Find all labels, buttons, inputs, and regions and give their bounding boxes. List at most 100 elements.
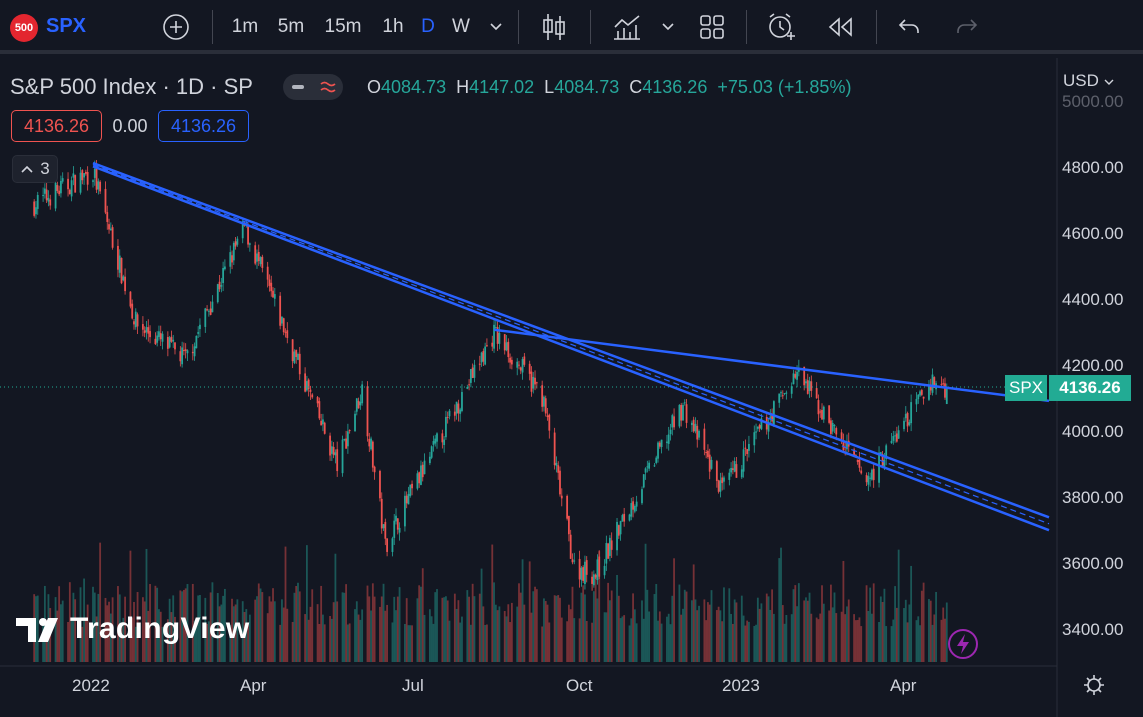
layout-button[interactable] [696, 8, 728, 46]
candle-body [348, 430, 351, 432]
volume-bar [596, 598, 599, 662]
candle-body [865, 475, 868, 483]
volume-bar [191, 583, 194, 662]
candle-body [72, 173, 75, 178]
volume-bar [405, 598, 408, 662]
volume-bar [535, 589, 538, 662]
candle-body [617, 525, 620, 536]
candle-body [846, 441, 848, 450]
replay-button[interactable] [822, 8, 858, 46]
volume-bar [469, 624, 472, 662]
candle-body [944, 383, 946, 398]
candle-body [821, 409, 823, 420]
currency-selector[interactable]: USD [1063, 71, 1114, 91]
volume-bar [557, 595, 560, 662]
interval-W[interactable]: W [452, 16, 470, 37]
compare-add-button[interactable] [158, 8, 194, 46]
candle-body [330, 446, 333, 454]
volume-bar [329, 615, 331, 662]
candle-body [416, 473, 419, 489]
volume-bar [610, 590, 613, 662]
collapse-indicators-button[interactable]: 3 [12, 155, 58, 183]
redo-button[interactable] [952, 8, 982, 46]
volume-bar [748, 621, 750, 662]
volume-bar [642, 618, 645, 662]
trendline-lower-channel[interactable] [92, 165, 1050, 532]
volume-bar [361, 609, 364, 662]
volume-bar [161, 626, 164, 662]
candle-body [541, 385, 544, 407]
candle-body [810, 381, 813, 391]
interval-D[interactable]: D [421, 16, 435, 37]
legend-title[interactable]: S&P 500 Index · 1D · SP [10, 74, 253, 99]
volume-bar [159, 611, 162, 662]
legend-toggle-pill[interactable] [283, 74, 343, 100]
volume-bar [279, 624, 282, 662]
time-label: 2022 [72, 676, 110, 695]
symbol-logo: 500 [10, 14, 38, 42]
candle-body [445, 416, 447, 438]
trendline-resistance[interactable] [493, 328, 1050, 403]
volume-bar [879, 596, 882, 662]
buy-price-box[interactable]: 4136.26 [158, 110, 249, 142]
volume-bar [493, 582, 495, 662]
candle-body [867, 475, 870, 485]
candle-body [658, 442, 661, 447]
candle-body [266, 266, 269, 280]
trendline-channel-midline [92, 164, 1050, 525]
volume-bar [421, 568, 424, 662]
candle-body [92, 180, 94, 182]
volume-bar [794, 585, 797, 662]
indicators-dropdown[interactable] [656, 8, 680, 46]
volume-bar [760, 603, 763, 662]
volume-bar [354, 609, 356, 662]
volume-bar [584, 594, 586, 662]
volume-bar [124, 596, 126, 662]
candle-body [783, 393, 786, 395]
interval-1h[interactable]: 1h [382, 16, 404, 37]
candle-body [199, 324, 201, 330]
watermark-text: TradingView [70, 612, 250, 645]
symbol-search-button[interactable]: SPX [46, 15, 87, 37]
candle-body [158, 331, 160, 338]
candle-body [58, 190, 61, 195]
volume-bar [457, 600, 460, 662]
volume-bar [892, 619, 895, 662]
volume-bar [541, 626, 544, 662]
candle-body [922, 396, 925, 399]
volume-bar [842, 560, 845, 662]
volume-bar [268, 596, 271, 662]
candle-body [183, 350, 185, 352]
open-label: O [367, 77, 382, 97]
candle-body [717, 480, 720, 492]
price-chart[interactable] [0, 58, 1143, 717]
volume-bar [669, 624, 672, 662]
price-label: 5000.00 [1062, 92, 1124, 111]
candle-body [35, 207, 37, 215]
candle-body [519, 367, 522, 371]
candle-body [359, 401, 362, 406]
candle-body [482, 351, 485, 362]
chart-type-button[interactable] [538, 8, 570, 46]
alert-button[interactable] [764, 8, 800, 46]
news-flash-button[interactable] [947, 628, 979, 665]
volume-bar [931, 624, 934, 662]
candle-body [56, 185, 59, 191]
chart-settings-button[interactable] [1082, 673, 1106, 702]
interval-1m[interactable]: 1m [231, 16, 259, 37]
interval-15m[interactable]: 15m [324, 16, 362, 37]
sell-price-box[interactable]: 4136.26 [11, 110, 102, 142]
interval-5m[interactable]: 5m [277, 16, 305, 37]
interval-dropdown[interactable] [484, 8, 508, 46]
candle-body [142, 324, 144, 330]
trendlines[interactable] [92, 161, 1050, 532]
undo-button[interactable] [894, 8, 924, 46]
volume-bar [311, 589, 314, 662]
volume-bar [193, 620, 196, 662]
candle-body [498, 332, 501, 344]
volume-bar [594, 574, 597, 662]
candle-body [231, 255, 233, 263]
indicators-button[interactable] [610, 8, 644, 46]
volume-bar [379, 606, 381, 662]
candle-body [830, 420, 832, 434]
